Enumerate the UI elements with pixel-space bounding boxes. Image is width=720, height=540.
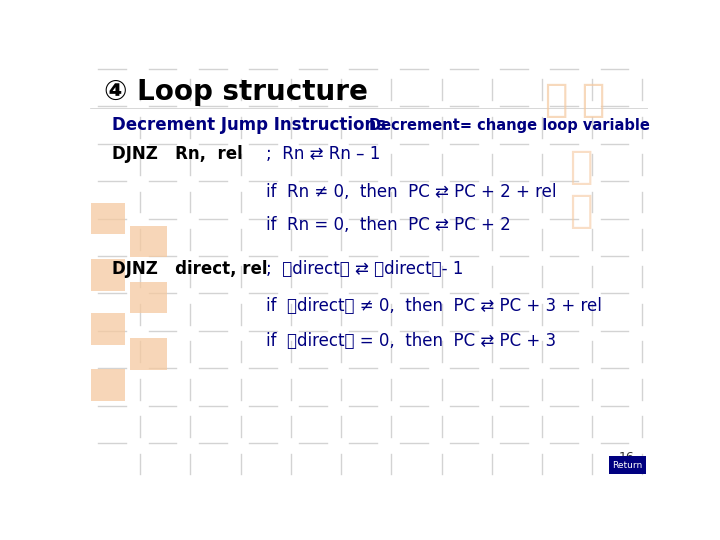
FancyBboxPatch shape	[91, 313, 125, 345]
Text: 是
福: 是 福	[570, 148, 593, 230]
Text: Decrement= change loop variable: Decrement= change loop variable	[369, 118, 650, 133]
Text: DJNZ   Rn,  rel: DJNZ Rn, rel	[112, 145, 243, 163]
Text: if  （direct） ≠ 0,  then  PC ⇄ PC + 3 + rel: if （direct） ≠ 0, then PC ⇄ PC + 3 + rel	[266, 297, 602, 315]
FancyBboxPatch shape	[130, 226, 167, 258]
Text: if  （direct） = 0,  then  PC ⇄ PC + 3: if （direct） = 0, then PC ⇄ PC + 3	[266, 332, 556, 350]
Text: Return: Return	[612, 461, 642, 470]
Text: DJNZ   direct, rel: DJNZ direct, rel	[112, 260, 268, 278]
Text: if  Rn = 0,  then  PC ⇄ PC + 2: if Rn = 0, then PC ⇄ PC + 2	[266, 216, 510, 234]
Text: ;  （direct） ⇄ （direct）- 1: ; （direct） ⇄ （direct）- 1	[266, 260, 463, 278]
Text: if  Rn ≠ 0,  then  PC ⇄ PC + 2 + rel: if Rn ≠ 0, then PC ⇄ PC + 2 + rel	[266, 183, 557, 201]
FancyBboxPatch shape	[130, 338, 167, 369]
FancyBboxPatch shape	[91, 203, 125, 234]
Text: 16: 16	[619, 451, 634, 464]
FancyBboxPatch shape	[91, 369, 125, 401]
FancyBboxPatch shape	[609, 456, 646, 474]
Text: ④ Loop structure: ④ Loop structure	[104, 78, 368, 106]
Text: Decrement Jump Instructions: Decrement Jump Instructions	[112, 116, 387, 134]
Text: ;  Rn ⇄ Rn – 1: ; Rn ⇄ Rn – 1	[266, 145, 380, 163]
FancyBboxPatch shape	[130, 282, 167, 313]
Text: 吉 祥: 吉 祥	[545, 82, 606, 119]
FancyBboxPatch shape	[91, 259, 125, 291]
